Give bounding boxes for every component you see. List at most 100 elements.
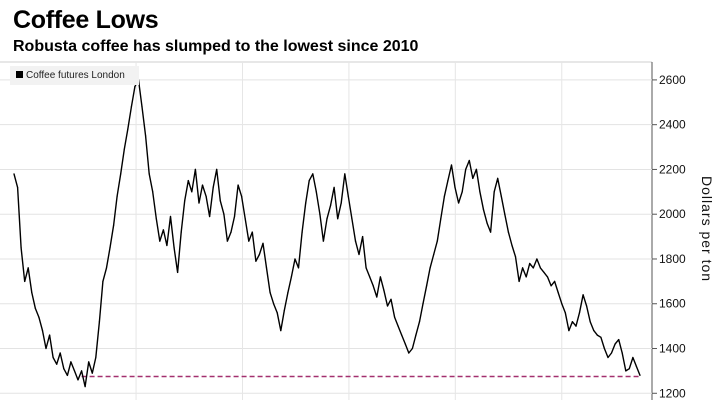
data-point [497, 177, 499, 179]
data-point [507, 231, 509, 233]
data-point [159, 240, 161, 242]
data-point [450, 164, 453, 166]
data-point [290, 276, 292, 278]
data-point [358, 253, 360, 256]
data-point [49, 334, 51, 336]
data-point [415, 334, 417, 336]
data-point [20, 247, 22, 249]
chart-title: Coffee Lows [13, 6, 159, 34]
data-point [27, 267, 29, 269]
data-point [24, 280, 26, 282]
data-point [177, 271, 179, 273]
data-point [479, 191, 481, 193]
data-point [201, 184, 204, 186]
data-point [593, 330, 595, 332]
data-point [81, 370, 83, 372]
data-point [571, 321, 574, 323]
data-point [429, 267, 431, 269]
data-point [244, 218, 246, 220]
data-point [226, 240, 228, 242]
data-point [77, 379, 79, 381]
data-point [305, 202, 307, 204]
data-point [130, 106, 132, 108]
data-point [212, 186, 214, 188]
data-point [564, 312, 566, 314]
data-point [621, 352, 623, 354]
data-point [269, 292, 271, 294]
legend: Coffee futures London [10, 66, 139, 85]
data-point [127, 128, 129, 130]
data-point [344, 173, 346, 175]
data-point [383, 289, 385, 291]
data-point [557, 292, 559, 294]
data-point [426, 285, 428, 287]
data-point [493, 191, 495, 193]
data-point [443, 195, 445, 197]
data-point [98, 321, 100, 323]
data-point [408, 352, 410, 354]
data-point [297, 267, 300, 269]
data-point [280, 330, 282, 332]
data-point [84, 386, 86, 388]
data-point [70, 361, 72, 363]
data-point [482, 209, 485, 211]
data-point [223, 213, 225, 215]
data-point [529, 262, 531, 265]
data-point [59, 352, 61, 354]
data-point [472, 177, 474, 179]
data-point [607, 356, 609, 359]
data-point [287, 292, 289, 294]
data-point [418, 321, 421, 323]
data-point [294, 258, 296, 260]
data-point [88, 361, 90, 363]
data-point [511, 244, 513, 247]
data-point [166, 244, 168, 247]
data-point [233, 215, 236, 218]
data-point [589, 321, 591, 323]
data-point [578, 312, 581, 314]
data-point [575, 325, 577, 327]
data-point [173, 247, 175, 249]
data-point [486, 222, 488, 224]
data-point [63, 368, 65, 370]
legend-swatch [16, 71, 23, 78]
data-point [440, 218, 442, 220]
y-tick-label-2000: 2000 [659, 207, 686, 221]
data-point [550, 285, 552, 287]
data-point [337, 218, 339, 220]
data-point [532, 267, 534, 269]
data-point [596, 334, 598, 336]
data-point [586, 305, 588, 307]
data-point [187, 180, 189, 182]
data-point [546, 276, 549, 278]
data-point [219, 200, 221, 202]
data-point [411, 347, 413, 350]
data-point [475, 168, 477, 170]
data-point [45, 347, 47, 350]
data-point [56, 363, 58, 365]
chart-subtitle: Robusta coffee has slumped to the lowest… [13, 38, 419, 55]
data-point [105, 267, 108, 269]
data-point [365, 267, 367, 269]
data-point [522, 267, 524, 269]
data-point [614, 343, 616, 345]
data-point [618, 339, 620, 341]
data-point [216, 168, 218, 170]
data-point [504, 213, 506, 215]
y-tick-label-2600: 2600 [659, 73, 686, 87]
data-point [312, 173, 314, 175]
data-point [91, 372, 93, 374]
data-point [610, 352, 613, 354]
data-point [13, 173, 15, 175]
data-point [600, 336, 602, 338]
data-point [394, 316, 396, 318]
data-point [635, 365, 638, 367]
data-point [248, 240, 250, 242]
data-point [17, 186, 19, 188]
data-point [525, 276, 527, 278]
data-point [397, 325, 399, 327]
data-point [554, 280, 556, 282]
y-axis-ticks: 1200 1400 1600 1800 2000 2200 2400 2600 [652, 73, 686, 400]
y-tick-label-2200: 2200 [659, 162, 686, 176]
data-point [354, 240, 357, 242]
